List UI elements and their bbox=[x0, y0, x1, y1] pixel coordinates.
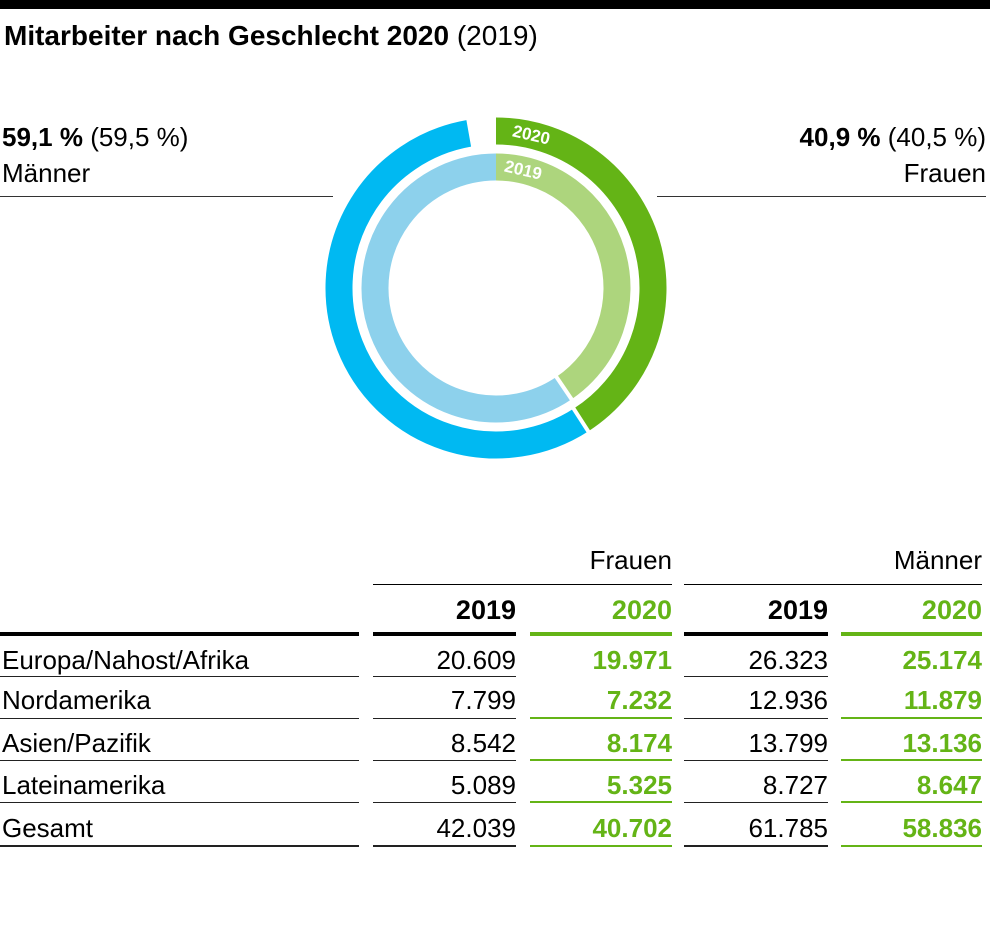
row-rule-m20-2 bbox=[841, 717, 982, 719]
chart-title: Mitarbeiter nach Geschlecht 2020 (2019) bbox=[4, 19, 538, 53]
row-rule-w20-2 bbox=[530, 717, 672, 719]
row-rule-label-5 bbox=[0, 845, 359, 847]
row-rule-w19-1 bbox=[373, 676, 516, 677]
year-header-women-2019: 2019 bbox=[455, 595, 516, 625]
row-label-north-america: Nordamerika bbox=[2, 685, 151, 715]
cell-latam-women-2019: 5.089 bbox=[450, 770, 516, 800]
cell-apac-women-2020: 8.174 bbox=[606, 728, 672, 758]
row-rule-m20-5 bbox=[841, 845, 982, 847]
cell-na-women-2020: 7.232 bbox=[606, 685, 672, 715]
cell-apac-men-2019: 13.799 bbox=[748, 728, 828, 758]
row-label-latam: Lateinamerika bbox=[2, 770, 166, 800]
men-percentage: 59,1 % (59,5 %) bbox=[2, 121, 188, 153]
men-label: Männer bbox=[2, 158, 91, 188]
row-rule-m20-3 bbox=[841, 759, 982, 761]
men-value: 59,1 % bbox=[2, 122, 83, 152]
cell-na-women-2019: 7.799 bbox=[450, 685, 516, 715]
cell-apac-men-2020: 13.136 bbox=[902, 728, 982, 758]
row-rule-w19-3 bbox=[373, 760, 516, 761]
header-rule-label bbox=[0, 632, 359, 636]
row-rule-w19-2 bbox=[373, 718, 516, 719]
row-rule-m19-4 bbox=[684, 802, 828, 803]
row-rule-m19-1 bbox=[684, 676, 828, 677]
men-callout-line bbox=[0, 196, 333, 197]
ring-2020-separator bbox=[571, 406, 591, 434]
ring-2019-slice-maenner bbox=[361, 153, 572, 423]
row-rule-m20-4 bbox=[841, 801, 982, 803]
row-label-total: Gesamt bbox=[2, 813, 94, 843]
group-rule-men bbox=[684, 584, 982, 585]
ring-2019-separator bbox=[554, 374, 574, 402]
header-rule-men-2019 bbox=[684, 632, 828, 636]
year-header-women-2020: 2020 bbox=[611, 595, 672, 625]
header-rule-women-2019 bbox=[373, 632, 516, 636]
group-rule-women bbox=[373, 584, 672, 585]
women-percentage: 40,9 % (40,5 %) bbox=[800, 121, 986, 153]
cell-total-women-2020: 40.702 bbox=[592, 813, 672, 843]
cell-emea-women-2020: 19.971 bbox=[592, 645, 672, 675]
group-header-men: Männer bbox=[893, 545, 982, 575]
row-rule-w19-5 bbox=[373, 845, 516, 847]
men-prev: (59,5 %) bbox=[90, 122, 189, 152]
year-header-men-2019: 2019 bbox=[767, 595, 828, 625]
cell-na-men-2019: 12.936 bbox=[748, 685, 828, 715]
row-rule-label-3 bbox=[0, 760, 359, 761]
header-rule-men-2020 bbox=[841, 632, 982, 636]
year-header-men-2020: 2020 bbox=[921, 595, 982, 625]
cell-emea-men-2020: 25.174 bbox=[902, 645, 982, 675]
cell-emea-women-2019: 20.609 bbox=[436, 645, 516, 675]
top-rule bbox=[0, 0, 990, 9]
group-header-women: Frauen bbox=[589, 545, 672, 575]
cell-latam-men-2019: 8.727 bbox=[762, 770, 828, 800]
row-rule-w19-4 bbox=[373, 802, 516, 803]
women-value: 40,9 % bbox=[799, 122, 881, 152]
ring-2020-slice-frauen bbox=[495, 117, 667, 432]
row-rule-w20-3 bbox=[530, 759, 672, 761]
ring-2020-slice-maenner bbox=[325, 120, 589, 459]
ring-2019-slice-frauen bbox=[495, 153, 631, 400]
row-rule-w20-5 bbox=[530, 845, 672, 847]
cell-total-women-2019: 42.039 bbox=[436, 813, 516, 843]
row-label-emea: Europa/Nahost/Afrika bbox=[2, 645, 250, 675]
row-rule-m19-2 bbox=[684, 718, 828, 719]
header-rule-women-2020 bbox=[530, 632, 672, 636]
women-callout-line bbox=[657, 196, 986, 197]
title-light: (2019) bbox=[456, 20, 538, 51]
row-label-apac: Asien/Pazifik bbox=[2, 728, 151, 758]
women-prev: (40,5 %) bbox=[887, 122, 986, 152]
cell-total-men-2019: 61.785 bbox=[748, 813, 828, 843]
row-rule-m19-3 bbox=[684, 760, 828, 761]
row-rule-label-4 bbox=[0, 802, 359, 803]
cell-total-men-2020: 58.836 bbox=[902, 813, 982, 843]
row-rule-m19-5 bbox=[684, 845, 828, 847]
title-bold: Mitarbeiter nach Geschlecht 2020 bbox=[4, 20, 450, 51]
row-rule-label-2 bbox=[0, 718, 359, 719]
cell-apac-women-2019: 8.542 bbox=[450, 728, 516, 758]
cell-na-men-2020: 11.879 bbox=[903, 685, 982, 715]
row-rule-label-1 bbox=[0, 676, 359, 677]
cell-emea-men-2019: 26.323 bbox=[748, 645, 828, 675]
row-rule-w20-4 bbox=[530, 801, 672, 803]
cell-latam-men-2020: 8.647 bbox=[916, 770, 982, 800]
women-label: Frauen bbox=[903, 158, 986, 188]
cell-latam-women-2020: 5.325 bbox=[606, 770, 672, 800]
